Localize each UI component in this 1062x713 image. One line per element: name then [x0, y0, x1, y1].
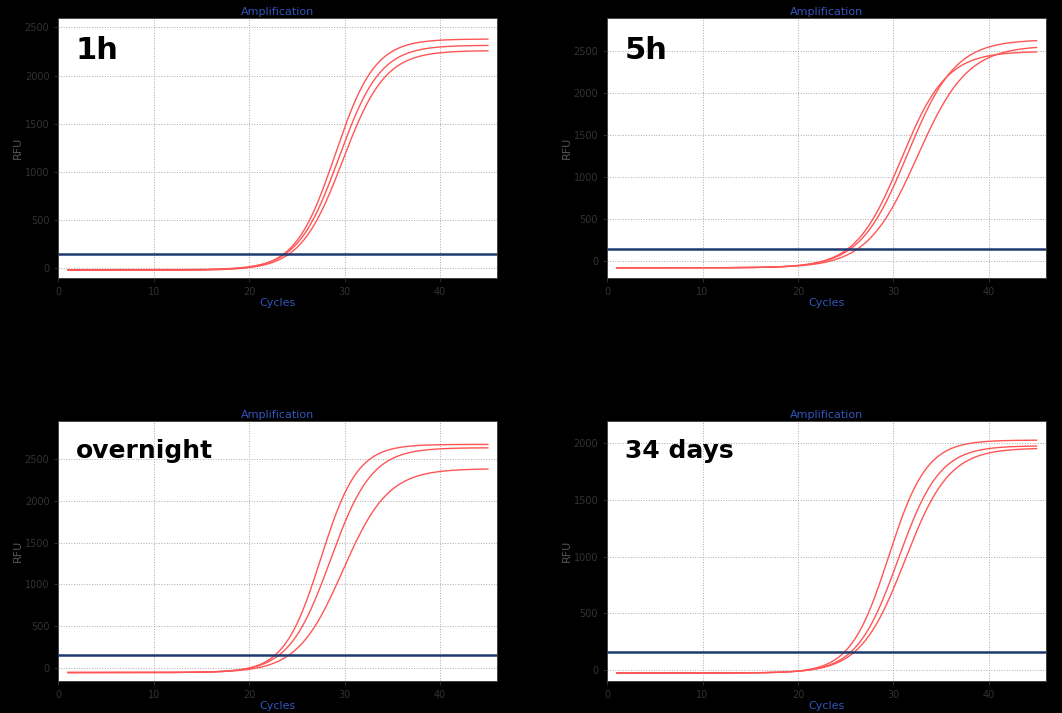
Text: overnight: overnight [76, 439, 213, 463]
X-axis label: Cycles: Cycles [260, 702, 296, 712]
Title: Amplification: Amplification [241, 7, 314, 17]
Y-axis label: RFU: RFU [13, 540, 23, 562]
Title: Amplification: Amplification [790, 410, 863, 420]
Title: Amplification: Amplification [790, 7, 863, 17]
Text: 34 days: 34 days [624, 439, 733, 463]
Text: 1h: 1h [76, 36, 119, 65]
Y-axis label: RFU: RFU [562, 137, 572, 159]
Text: 5h: 5h [624, 36, 668, 65]
Y-axis label: RFU: RFU [13, 137, 23, 159]
Y-axis label: RFU: RFU [562, 540, 572, 562]
X-axis label: Cycles: Cycles [808, 298, 844, 308]
Title: Amplification: Amplification [241, 410, 314, 420]
X-axis label: Cycles: Cycles [260, 298, 296, 308]
X-axis label: Cycles: Cycles [808, 702, 844, 712]
